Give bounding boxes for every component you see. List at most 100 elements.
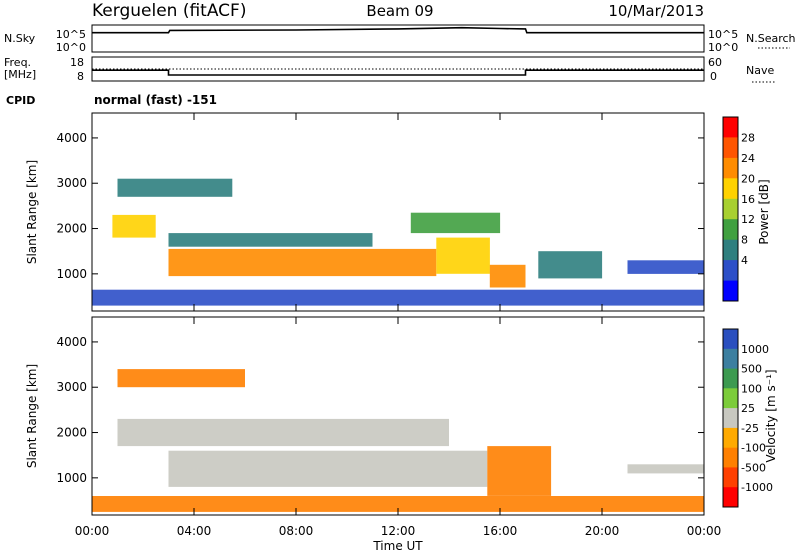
freq-right-tick-top: 60 <box>708 56 722 69</box>
colorbar-tick-label: 4 <box>741 254 748 267</box>
ytick-label: 3000 <box>56 176 87 190</box>
colorbar-tick-label: 100 <box>741 382 762 395</box>
ytick-label: 1000 <box>56 267 87 281</box>
colorbar-tick-label: 28 <box>741 131 755 144</box>
power-heatmap <box>92 178 704 306</box>
colorbar-tick-label: 500 <box>741 363 762 376</box>
velocity-colorbar: 1000 500 100 25 -25 -100 -500 -1000 <box>722 328 773 508</box>
colorbar-frame <box>722 116 739 302</box>
cpid-label: CPID <box>6 94 35 107</box>
velocity-colorbar-label: Velocity [m s⁻¹] <box>764 369 778 462</box>
xtick-label: 16:00 <box>483 524 518 538</box>
xtick-label: 00:00 <box>75 524 110 538</box>
noise-left-tick-top: 10^5 <box>56 28 86 41</box>
power-colorbar: 28 24 20 16 12 8 4 <box>722 116 755 302</box>
power-plot-background <box>92 113 704 311</box>
colorbar-frame <box>722 328 739 508</box>
xaxis-label: Time UT <box>372 539 423 553</box>
noise-left-tick-bottom: 10^0 <box>56 41 86 54</box>
velocity-region <box>168 450 488 487</box>
noise-right-tick-bottom: 10^0 <box>708 41 738 54</box>
colorbar-segment <box>723 467 738 488</box>
date-title: 10/Mar/2013 <box>608 2 704 20</box>
velocity-region <box>117 369 245 388</box>
power-panel: 4000 3000 2000 1000 Slant Range [km] 28 24 20… <box>25 112 771 312</box>
colorbar-segment <box>723 260 738 281</box>
nave-label: Nave <box>746 64 774 77</box>
ytick-label: 1000 <box>56 471 87 485</box>
colorbar-segment <box>723 368 738 389</box>
colorbar-tick-label: 16 <box>741 193 755 206</box>
velocity-region <box>117 418 449 447</box>
colorbar-segment <box>723 348 738 370</box>
noise-right-tick-top: 10^5 <box>708 28 738 41</box>
colorbar-tick-label: -25 <box>741 422 759 435</box>
power-region <box>112 214 156 238</box>
freq-left-tick-top: 18 <box>70 56 84 69</box>
xtick-label: 12:00 <box>381 524 416 538</box>
colorbar-segment <box>723 198 738 220</box>
time-axis: 00:00 04:00 08:00 12:00 16:00 20:00 00:00 <box>75 113 722 538</box>
colorbar-tick-label: 20 <box>741 172 755 185</box>
colorbar-segment <box>723 157 738 179</box>
power-region <box>168 233 373 247</box>
power-region <box>436 237 490 274</box>
colorbar-segment <box>723 487 738 508</box>
power-yaxis: 4000 3000 2000 1000 <box>56 131 704 281</box>
colorbar-tick-label: -100 <box>741 442 766 455</box>
station-title: Kerguelen (fitACF) <box>92 1 246 21</box>
freq-label-line2: [MHz] <box>4 68 36 81</box>
colorbar-segment <box>723 239 738 261</box>
power-region <box>117 178 233 197</box>
colorbar-segment <box>723 137 738 159</box>
freq-label-line1: Freq. <box>4 56 31 69</box>
power-region <box>410 212 501 234</box>
colorbar-tick-label: 8 <box>741 234 748 247</box>
noise-frame <box>91 24 705 53</box>
colorbar-segment <box>723 427 738 449</box>
velocity-region <box>92 496 704 512</box>
velocity-ylabel: Slant Range [km] <box>25 364 39 468</box>
ytick-label: 4000 <box>56 335 87 349</box>
ytick-label: 3000 <box>56 380 87 394</box>
xtick-label: 00:00 <box>687 524 722 538</box>
power-region <box>92 289 704 306</box>
colorbar-tick-label: -1000 <box>741 481 773 494</box>
nsky-series-line <box>92 26 704 34</box>
velocity-region <box>487 446 552 496</box>
colorbar-tick-label: 12 <box>741 213 755 226</box>
xtick-label: 04:00 <box>177 524 212 538</box>
noise-panel: 10^5 10^0 10^5 10^0 <box>56 24 738 54</box>
colorbar-tick-label: 1000 <box>741 343 769 356</box>
power-region <box>489 264 526 288</box>
colorbar-segment <box>723 329 738 350</box>
colorbar-tick-label: 25 <box>741 402 755 415</box>
nsky-label: N.Sky <box>4 32 36 45</box>
power-region <box>168 248 437 277</box>
power-region <box>627 260 704 274</box>
colorbar-segment <box>723 117 738 138</box>
ytick-label: 2000 <box>56 426 87 440</box>
colorbar-segment <box>723 219 738 241</box>
ytick-label: 2000 <box>56 222 87 236</box>
velocity-panel: 4000 3000 2000 1000 Slant Range [km] 1000 50… <box>25 316 778 516</box>
colorbar-tick-label: 24 <box>741 152 755 165</box>
velocity-yaxis: 4000 3000 2000 1000 <box>56 335 704 485</box>
beam-title: Beam 09 <box>366 2 433 20</box>
colorbar-segment <box>723 408 738 429</box>
freq-left-tick-bottom: 8 <box>77 70 84 83</box>
nsearch-label: N.Search <box>746 32 796 45</box>
cpid-text: normal (fast) -151 <box>94 93 217 107</box>
colorbar-segment <box>723 447 738 468</box>
power-ylabel: Slant Range [km] <box>25 160 39 264</box>
power-region <box>538 251 603 279</box>
freq-series-line <box>92 69 704 76</box>
velocity-region <box>627 464 704 474</box>
colorbar-segment <box>723 280 738 302</box>
power-colorbar-label: Power [dB] <box>757 179 771 244</box>
colorbar-segment <box>723 178 738 200</box>
ytick-label: 4000 <box>56 131 87 145</box>
colorbar-segment <box>723 388 738 409</box>
xtick-label: 08:00 <box>279 524 314 538</box>
